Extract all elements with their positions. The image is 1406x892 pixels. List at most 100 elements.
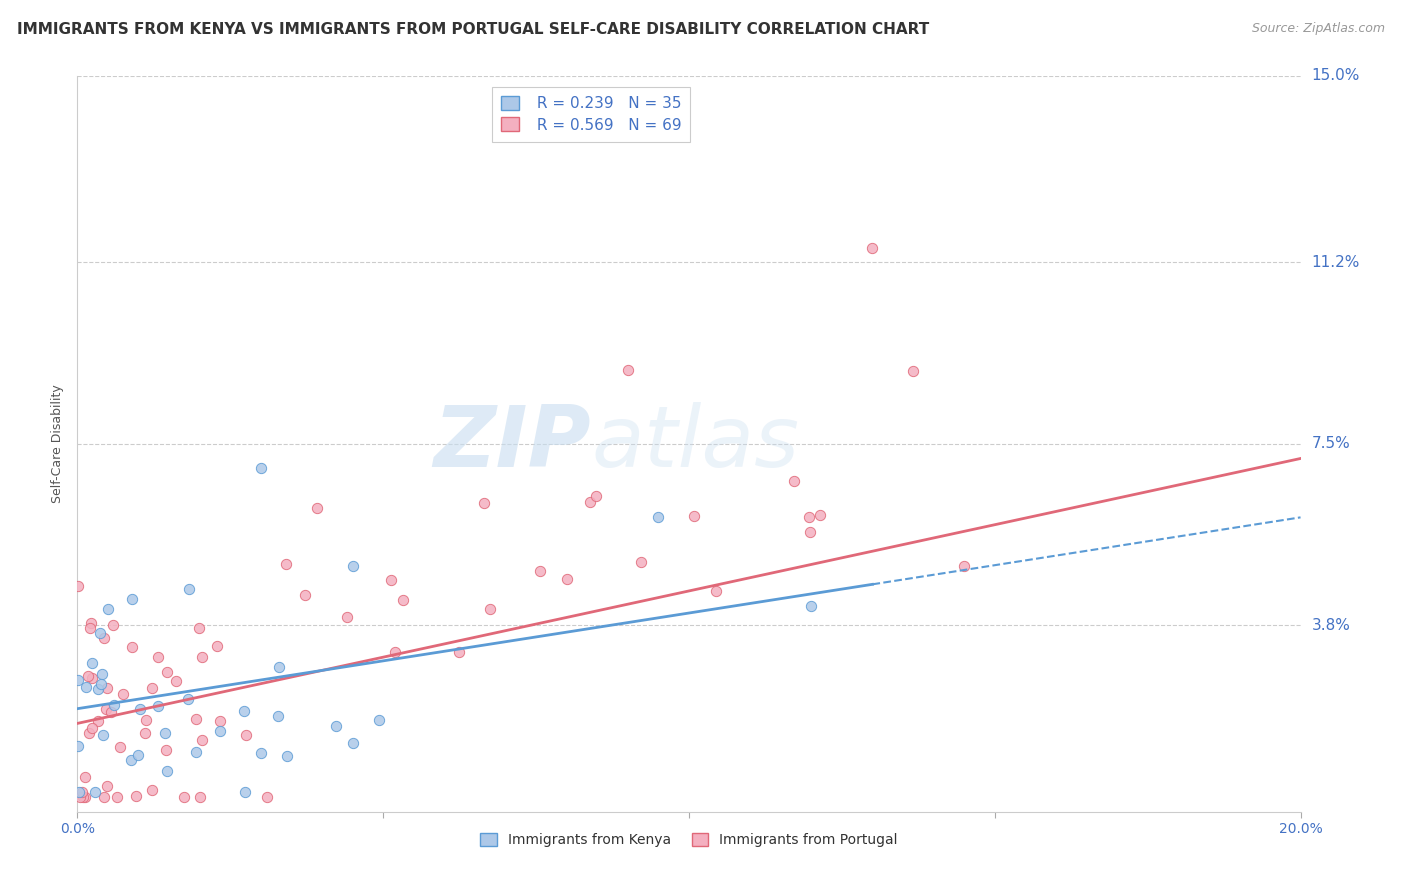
Point bbox=[75, 680, 97, 694]
Point bbox=[83, 785, 105, 799]
Point bbox=[529, 565, 551, 579]
Point bbox=[447, 645, 470, 659]
Point bbox=[146, 650, 169, 665]
Point bbox=[97, 601, 120, 615]
Point bbox=[186, 712, 208, 726]
Text: IMMIGRANTS FROM KENYA VS IMMIGRANTS FROM PORTUGAL SELF-CARE DISABILITY CORRELATI: IMMIGRANTS FROM KENYA VS IMMIGRANTS FROM… bbox=[17, 22, 929, 37]
Text: 7.5%: 7.5% bbox=[1312, 436, 1350, 451]
Point bbox=[799, 525, 821, 540]
Point bbox=[173, 790, 195, 805]
Point bbox=[704, 584, 727, 599]
Point bbox=[135, 713, 157, 727]
Point bbox=[72, 790, 94, 805]
Point bbox=[479, 602, 502, 616]
Text: 3.8%: 3.8% bbox=[1312, 618, 1351, 632]
Point bbox=[585, 489, 607, 503]
Point bbox=[103, 698, 125, 712]
Point bbox=[862, 240, 884, 254]
Point bbox=[121, 640, 143, 655]
Point bbox=[901, 364, 924, 378]
Point bbox=[93, 631, 115, 645]
Point bbox=[380, 573, 402, 587]
Point bbox=[336, 609, 359, 624]
Point bbox=[156, 665, 179, 680]
Point bbox=[96, 779, 118, 793]
Point bbox=[953, 559, 976, 574]
Point bbox=[177, 692, 200, 706]
Point bbox=[188, 621, 211, 635]
Point bbox=[87, 681, 110, 696]
Point bbox=[256, 790, 278, 805]
Point bbox=[235, 727, 257, 741]
Point bbox=[647, 510, 669, 524]
Point bbox=[209, 714, 232, 728]
Point bbox=[112, 687, 135, 701]
Point bbox=[233, 785, 256, 799]
Point bbox=[267, 660, 290, 674]
Point bbox=[141, 783, 163, 797]
Point bbox=[100, 705, 122, 719]
Point bbox=[80, 615, 103, 630]
Point bbox=[134, 726, 156, 740]
Legend: Immigrants from Kenya, Immigrants from Portugal: Immigrants from Kenya, Immigrants from P… bbox=[474, 828, 904, 853]
Point bbox=[190, 650, 212, 665]
Point bbox=[250, 461, 273, 475]
Point bbox=[184, 745, 207, 759]
Point bbox=[155, 743, 177, 757]
Point bbox=[233, 704, 256, 718]
Point bbox=[69, 790, 91, 805]
Point bbox=[305, 501, 328, 516]
Point bbox=[129, 702, 152, 716]
Point bbox=[79, 726, 101, 740]
Point bbox=[79, 621, 101, 635]
Text: 15.0%: 15.0% bbox=[1312, 69, 1360, 83]
Point bbox=[66, 579, 89, 593]
Text: 11.2%: 11.2% bbox=[1312, 255, 1360, 269]
Point bbox=[799, 509, 821, 524]
Point bbox=[472, 496, 495, 510]
Point bbox=[73, 770, 96, 784]
Point bbox=[156, 764, 179, 778]
Point bbox=[783, 474, 806, 488]
Point bbox=[808, 508, 831, 522]
Point bbox=[179, 582, 201, 597]
Point bbox=[66, 739, 89, 754]
Point bbox=[82, 657, 104, 671]
Point bbox=[207, 639, 229, 653]
Point bbox=[368, 714, 391, 728]
Point bbox=[120, 753, 142, 767]
Point bbox=[579, 494, 602, 508]
Point bbox=[67, 785, 90, 799]
Point bbox=[82, 671, 104, 685]
Point bbox=[141, 681, 163, 696]
Point bbox=[274, 557, 297, 571]
Point bbox=[105, 790, 128, 805]
Point bbox=[67, 673, 90, 687]
Point bbox=[90, 676, 112, 690]
Point bbox=[208, 724, 231, 739]
Point bbox=[77, 669, 100, 683]
Point bbox=[391, 593, 413, 607]
Text: atlas: atlas bbox=[591, 402, 799, 485]
Point bbox=[153, 726, 176, 740]
Point bbox=[110, 739, 132, 754]
Point bbox=[91, 667, 114, 681]
Point bbox=[630, 555, 652, 569]
Point bbox=[127, 748, 149, 763]
Point bbox=[188, 790, 211, 805]
Point bbox=[75, 790, 97, 805]
Point bbox=[82, 721, 104, 735]
Point bbox=[89, 626, 111, 640]
Point bbox=[800, 599, 823, 613]
Text: Source: ZipAtlas.com: Source: ZipAtlas.com bbox=[1251, 22, 1385, 36]
Point bbox=[101, 618, 124, 632]
Point bbox=[342, 736, 364, 750]
Point bbox=[93, 790, 115, 805]
Point bbox=[325, 718, 347, 732]
Point bbox=[276, 748, 298, 763]
Point bbox=[191, 733, 214, 747]
Point bbox=[617, 363, 640, 377]
Y-axis label: Self-Care Disability: Self-Care Disability bbox=[51, 384, 65, 503]
Point bbox=[555, 573, 578, 587]
Point bbox=[165, 674, 187, 689]
